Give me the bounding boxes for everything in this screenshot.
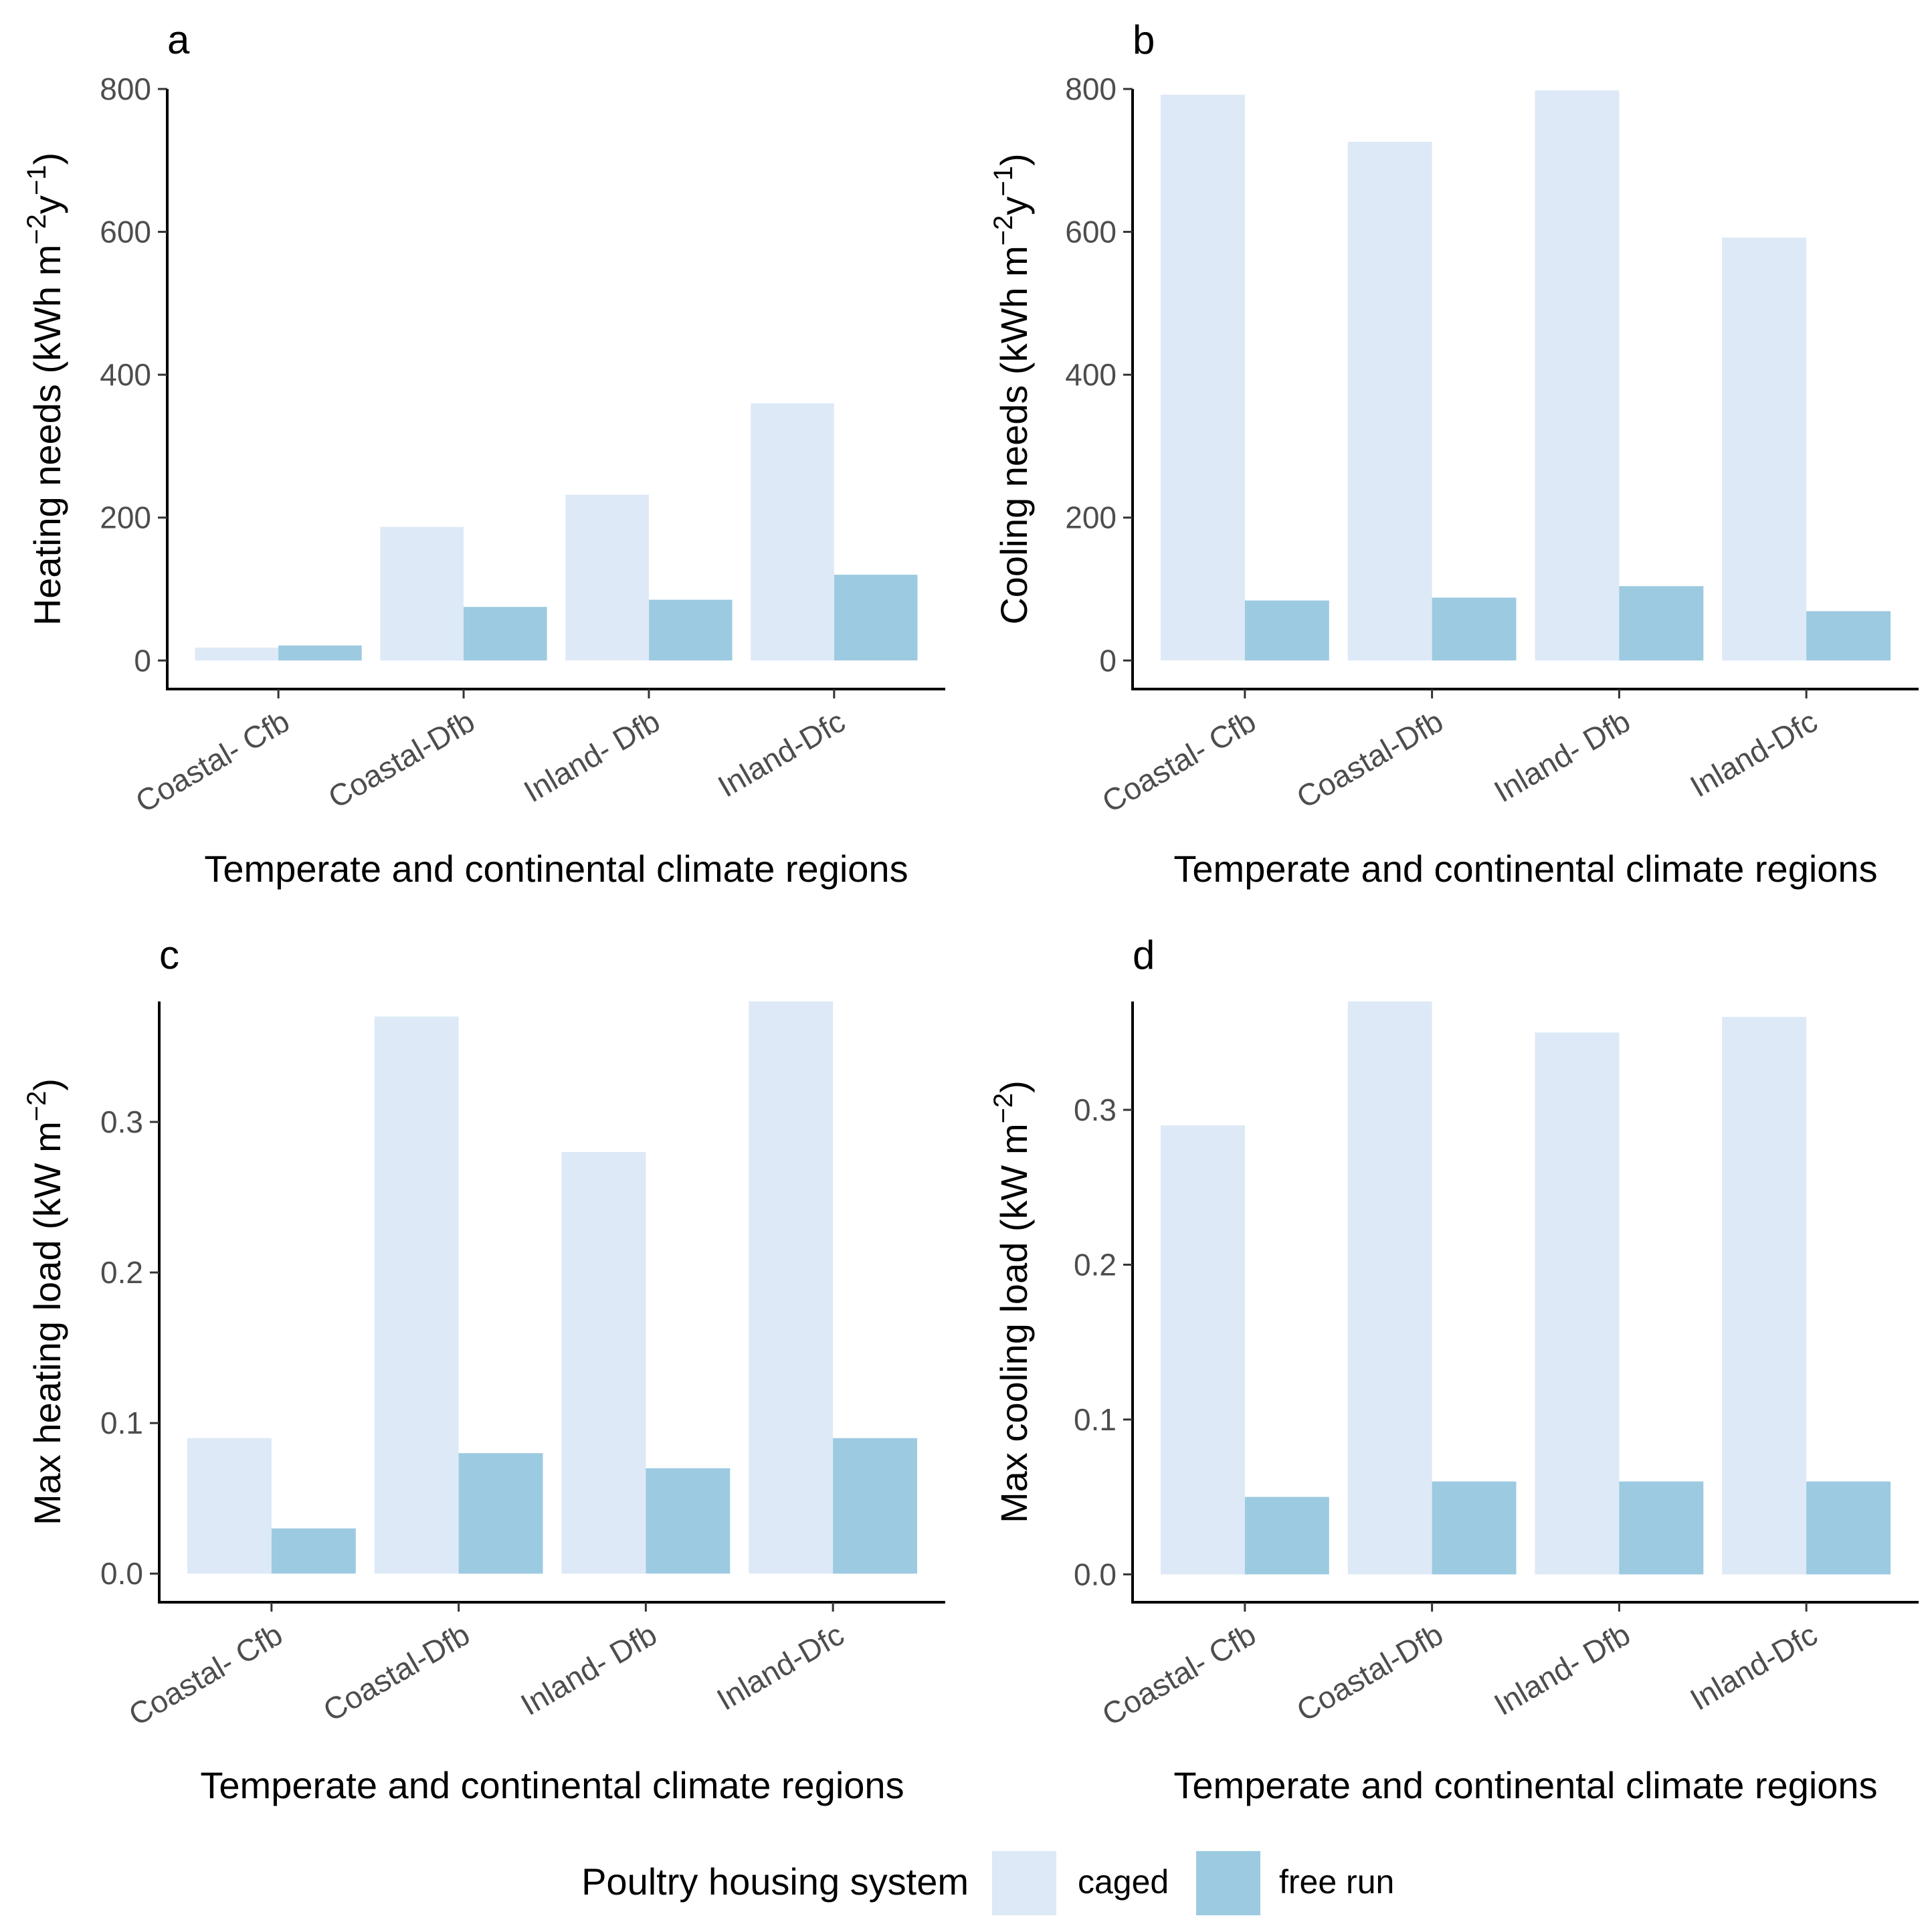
- panel-tag: c: [159, 933, 179, 977]
- bar-free-run-3: [834, 575, 918, 661]
- bar-caged-3: [749, 1001, 834, 1574]
- y-tick-label: 0.1: [100, 1406, 143, 1440]
- bar-free-run-3: [1806, 611, 1891, 661]
- legend: Poultry housing system caged free run: [581, 1851, 1394, 1915]
- y-tick-label: 0.0: [100, 1556, 143, 1591]
- y-tick-label: 0.3: [100, 1104, 143, 1139]
- bar-caged-1: [1347, 142, 1432, 661]
- y-axis-title: Max heating load (kW m−2): [22, 1078, 68, 1525]
- bar-free-run-3: [1806, 1481, 1891, 1575]
- panel-tag: d: [1133, 933, 1155, 977]
- y-tick-label: 0.2: [1074, 1247, 1117, 1282]
- bar-free-run-0: [1244, 1497, 1329, 1575]
- y-tick-label: 800: [100, 72, 151, 106]
- y-tick-label: 0.3: [1074, 1092, 1117, 1127]
- bar-free-run-0: [1244, 600, 1329, 661]
- y-tick-label: 400: [100, 357, 151, 392]
- y-axis-title: Heating needs (kWh m−2y−1): [22, 153, 68, 626]
- bar-free-run-1: [458, 1453, 543, 1574]
- y-axis-title: Cooling needs (kWh m−2y−1): [989, 153, 1035, 624]
- legend-key-caged: [992, 1851, 1056, 1915]
- y-tick-label: 800: [1065, 72, 1117, 106]
- bar-caged-1: [380, 526, 464, 661]
- bar-caged-3: [751, 403, 834, 661]
- y-tick-label: 0.0: [1074, 1557, 1117, 1592]
- legend-key-free-run: [1196, 1851, 1260, 1915]
- bar-caged-0: [1161, 94, 1245, 661]
- bar-free-run-0: [278, 645, 362, 661]
- bar-free-run-0: [271, 1528, 356, 1574]
- bar-caged-2: [1535, 1032, 1620, 1575]
- bar-free-run-2: [646, 1468, 731, 1574]
- bar-caged-0: [195, 648, 279, 661]
- panel-tag: a: [167, 17, 190, 62]
- x-axis-title: Temperate and continental climate region…: [1173, 848, 1877, 890]
- x-axis-title: Temperate and continental climate region…: [204, 848, 908, 890]
- panel-tag: b: [1133, 17, 1155, 62]
- x-axis-title: Temperate and continental climate region…: [1173, 1764, 1877, 1806]
- bar-caged-1: [374, 1016, 459, 1574]
- bar-caged-2: [561, 1152, 646, 1574]
- y-tick-label: 0.1: [1074, 1402, 1117, 1437]
- bar-caged-3: [1722, 237, 1807, 661]
- bar-free-run-2: [1619, 1481, 1704, 1575]
- y-tick-label: 200: [100, 500, 151, 535]
- bar-free-run-1: [1432, 1481, 1517, 1575]
- y-tick-label: 0: [1099, 643, 1117, 678]
- bar-free-run-2: [1619, 586, 1704, 661]
- legend-title: Poultry housing system: [581, 1860, 969, 1903]
- legend-label-caged: caged: [1078, 1863, 1169, 1901]
- bar-caged-0: [1161, 1125, 1245, 1575]
- x-axis-title: Temperate and continental climate region…: [200, 1764, 904, 1806]
- legend-label-free-run: free run: [1279, 1863, 1394, 1901]
- bar-caged-2: [1535, 90, 1620, 661]
- bar-caged-1: [1347, 1001, 1432, 1575]
- y-tick-label: 0: [134, 643, 151, 678]
- bar-free-run-1: [1432, 597, 1517, 661]
- bar-free-run-3: [833, 1438, 917, 1574]
- y-tick-label: 0.2: [100, 1255, 143, 1290]
- bar-caged-0: [187, 1438, 272, 1574]
- y-tick-label: 600: [1065, 215, 1117, 250]
- y-axis-title: Max cooling load (kW m−2): [989, 1080, 1035, 1523]
- bar-free-run-1: [464, 607, 547, 661]
- y-tick-label: 600: [100, 215, 151, 250]
- bar-free-run-2: [649, 599, 733, 661]
- y-tick-label: 200: [1065, 500, 1117, 535]
- y-tick-label: 400: [1065, 357, 1117, 392]
- bar-caged-3: [1722, 1017, 1807, 1575]
- bar-caged-2: [565, 494, 649, 661]
